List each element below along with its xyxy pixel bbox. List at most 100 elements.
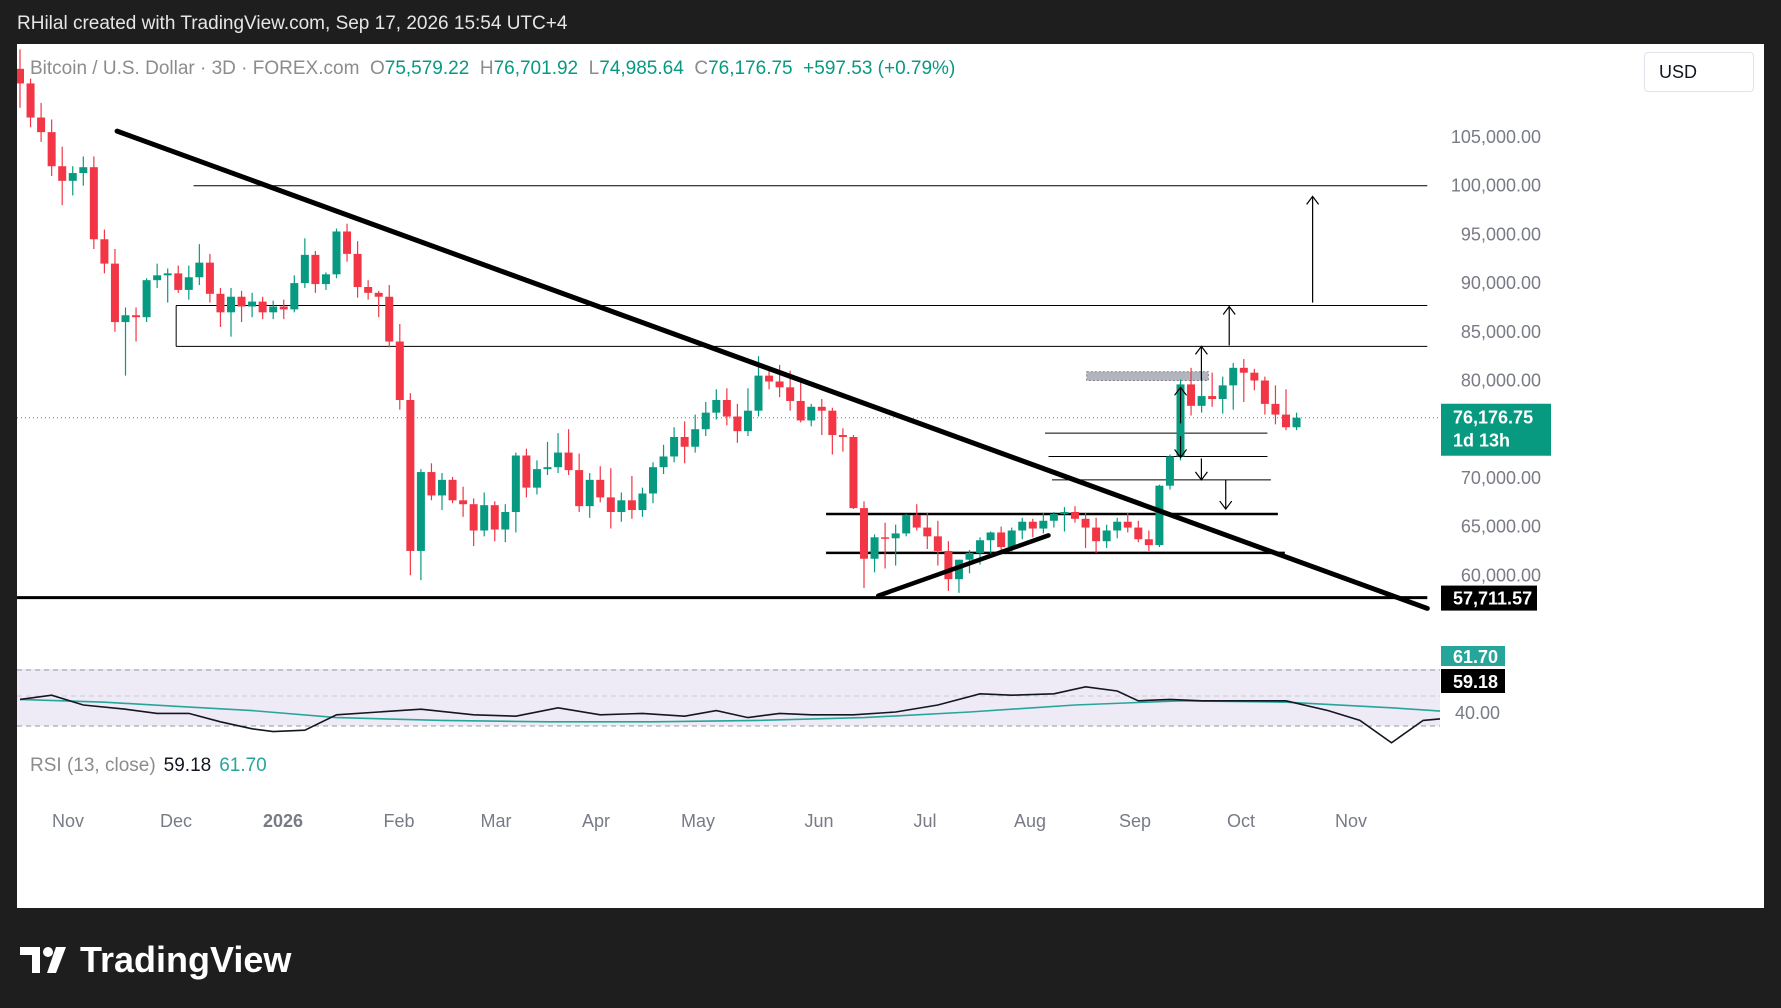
candle-body — [1018, 521, 1027, 531]
candle-body — [649, 467, 657, 494]
candle-body — [712, 399, 721, 413]
candle-body — [733, 416, 742, 432]
target-arrowhead — [1174, 449, 1188, 459]
time-tick-label: Feb — [383, 811, 414, 831]
candle-body — [153, 275, 162, 281]
candle-body — [406, 399, 415, 551]
price-chart[interactable]: 60,000.0065,000.0070,000.0075,000.0080,0… — [17, 44, 1764, 908]
candle-body — [585, 479, 594, 507]
time-tick-label: Nov — [1335, 811, 1367, 831]
candle-body — [1049, 513, 1058, 521]
rsi-value-badge-label: 59.18 — [1453, 672, 1498, 692]
price-tick-label: 105,000.00 — [1451, 127, 1541, 147]
candle-body — [1250, 372, 1259, 381]
candle-body — [997, 532, 1006, 548]
candle-body — [554, 452, 563, 468]
time-tick-label: Dec — [160, 811, 192, 831]
candle-body — [216, 293, 225, 313]
candle-body — [248, 301, 257, 307]
time-tick-label: May — [681, 811, 715, 831]
candle-body — [870, 537, 879, 559]
trend-line — [875, 533, 1051, 599]
price-tick-label: 100,000.00 — [1451, 176, 1541, 196]
trend-line — [114, 128, 1430, 611]
candle-body — [828, 410, 837, 436]
current-price-label: 76,176.75 — [1453, 408, 1533, 428]
candle-body — [543, 467, 552, 470]
time-tick-label: Apr — [582, 811, 610, 831]
candle-body — [1155, 485, 1164, 546]
candle-body — [1060, 511, 1069, 514]
candle-body — [796, 400, 805, 421]
candle-body — [849, 436, 858, 509]
candle-body — [163, 273, 172, 276]
candle-body — [638, 493, 647, 511]
candle-body — [912, 514, 921, 528]
candle-body — [765, 375, 774, 382]
time-tick-label: Oct — [1227, 811, 1255, 831]
target-arrowhead — [1306, 195, 1320, 205]
candle-body — [195, 262, 204, 278]
rsi-ma-badge-label: 61.70 — [1453, 647, 1498, 667]
rsi-name: RSI (13, close) — [30, 755, 156, 776]
candle-body — [343, 231, 352, 254]
candle-body — [37, 117, 46, 133]
price-tick-label: 70,000.00 — [1461, 468, 1541, 488]
candle-body — [142, 280, 151, 318]
target-arrowhead — [1194, 471, 1208, 481]
candle-body — [290, 283, 299, 310]
candle-body — [1081, 518, 1090, 528]
tradingview-mark-icon — [20, 947, 66, 973]
candle-body — [58, 166, 67, 181]
resistance-zone — [1086, 371, 1209, 382]
candle-body — [121, 315, 130, 323]
time-tick-label: Nov — [52, 811, 84, 831]
tradingview-logo: TradingView — [20, 930, 291, 990]
rsi-ma-value: 61.70 — [219, 755, 267, 776]
candle-body — [459, 500, 468, 505]
rsi-value-badge — [1441, 669, 1505, 693]
change-value: +597.53 (+0.79%) — [803, 58, 956, 79]
candle-body — [596, 479, 605, 498]
candle-body — [385, 296, 394, 342]
candle-body — [617, 500, 626, 512]
candle-body — [1144, 539, 1153, 546]
low-value: 74,985.64 — [599, 58, 684, 79]
candle-body — [205, 262, 214, 294]
rsi-ma-badge — [1441, 646, 1505, 666]
candle-body — [1007, 530, 1016, 548]
price-axis-area — [1440, 44, 1764, 908]
rsi-legend: RSI (13, close) 59.18 61.70 — [30, 755, 267, 777]
candle-body — [1113, 521, 1122, 531]
high-value: 76,701.92 — [493, 58, 579, 79]
candle-body — [775, 381, 784, 388]
candle-body — [1239, 367, 1248, 373]
time-tick-label: Aug — [1014, 811, 1046, 831]
candle-body — [480, 505, 489, 531]
target-arrowhead — [1194, 345, 1208, 355]
candle-body — [1134, 527, 1143, 540]
candle-body — [68, 173, 77, 181]
chart-panel[interactable]: 60,000.0065,000.0070,000.0075,000.0080,0… — [17, 44, 1764, 908]
candle-body — [321, 274, 330, 285]
candle-body — [670, 436, 679, 457]
candle-body — [416, 472, 425, 551]
candle-body — [79, 167, 88, 174]
candle-body — [1229, 367, 1238, 386]
open-label: O — [369, 58, 385, 79]
time-tick-label: Sep — [1119, 811, 1151, 831]
candle-body — [532, 469, 541, 488]
candle-body — [300, 254, 309, 284]
rsi-ma-line — [19, 698, 1764, 723]
time-tick-label: Jul — [913, 811, 936, 831]
symbol-legend: Bitcoin / U.S. Dollar · 3D · FOREX.com O… — [30, 58, 955, 80]
rsi-band — [17, 669, 1440, 726]
candle-body — [1028, 521, 1037, 529]
candle-body — [1218, 385, 1227, 400]
currency-button[interactable]: USD — [1644, 52, 1754, 92]
candle-body — [933, 536, 942, 551]
candle-body — [395, 341, 404, 400]
candle-body — [691, 429, 700, 447]
candle-body — [1123, 521, 1132, 528]
candle-body — [606, 497, 615, 512]
